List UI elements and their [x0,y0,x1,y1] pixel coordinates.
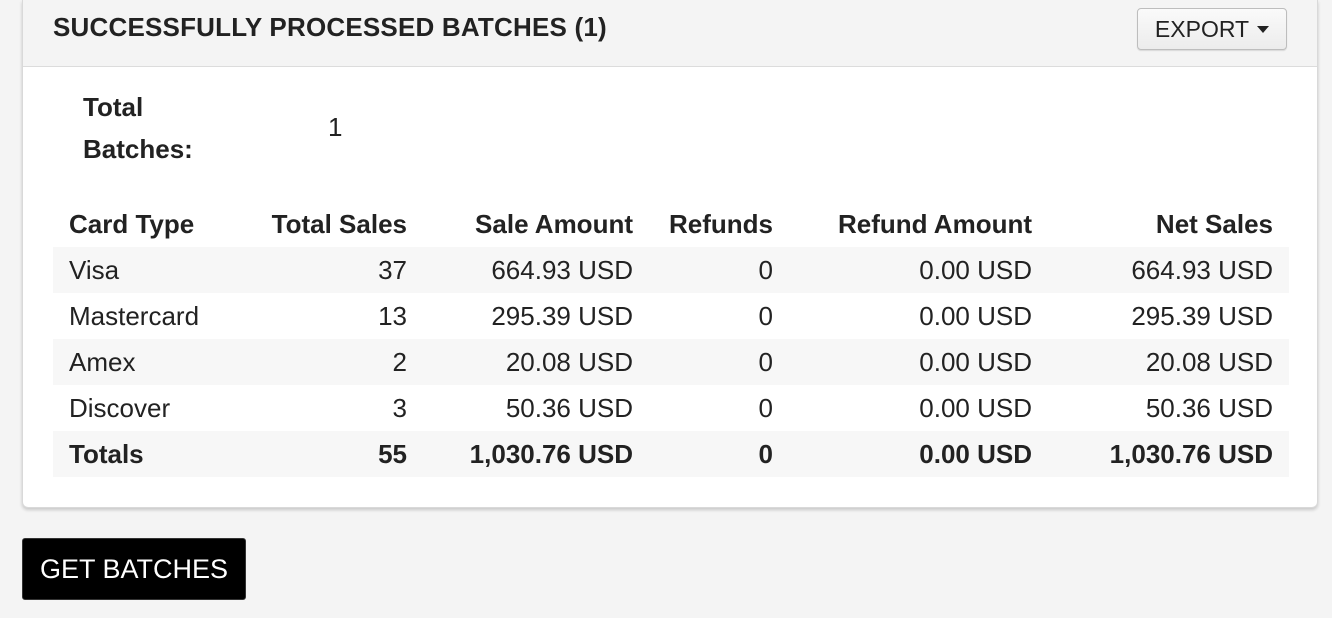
panel-title: SUCCESSFULLY PROCESSED BATCHES (1) [53,12,607,42]
batches-table: Card Type Total Sales Sale Amount Refund… [53,201,1289,477]
panel-header: SUCCESSFULLY PROCESSED BATCHES (1) EXPOR… [23,0,1317,67]
cell-refunds: 0 [758,392,773,423]
cell-refund-amount: 0.00 USD [919,254,1032,285]
cell-card-type: Visa [69,254,120,285]
cell-refund-amount: 0.00 USD [919,392,1032,423]
cell-card-type: Discover [69,392,171,423]
column-header-net-sales: Net Sales [1155,208,1273,239]
cell-card-type: Mastercard [69,300,200,331]
cell-net-sales: 664.93 USD [1131,254,1273,285]
table-header-row: Card Type Total Sales Sale Amount Refund… [53,201,1289,247]
cell-refunds: 0 [758,300,773,331]
cell-refund-amount: 0.00 USD [919,346,1032,377]
caret-down-icon [1257,25,1270,33]
cell-total-sales: 2 [392,346,407,377]
cell-sale-amount: 50.36 USD [505,392,633,423]
cell-total-sales: 37 [378,254,407,285]
processed-batches-panel: SUCCESSFULLY PROCESSED BATCHES (1) EXPOR… [22,0,1318,508]
cell-refunds: 0 [758,254,773,285]
get-batches-button[interactable]: GET BATCHES [22,538,246,600]
cell-refund-amount: 0.00 USD [919,300,1032,331]
totals-row: Totals 55 1,030.76 USD 0 0.00 USD 1,030.… [53,431,1289,477]
column-header-sale-amount: Sale Amount [475,208,633,239]
cell-net-sales: 50.36 USD [1145,392,1273,423]
totals-refund-amount: 0.00 USD [919,438,1032,469]
table-row: Visa 37 664.93 USD 0 0.00 USD 664.93 USD [53,247,1289,293]
column-header-refund-amount: Refund Amount [838,208,1032,239]
cell-sale-amount: 20.08 USD [505,346,633,377]
table-row: Amex 2 20.08 USD 0 0.00 USD 20.08 USD [53,339,1289,385]
total-batches-value: 1 [328,112,343,142]
cell-net-sales: 295.39 USD [1131,300,1273,331]
column-header-refunds: Refunds [669,208,773,239]
totals-sale-amount: 1,030.76 USD [469,438,633,469]
export-button[interactable]: EXPORT [1137,8,1287,50]
totals-total-sales: 55 [378,438,407,469]
cell-total-sales: 13 [378,300,407,331]
cell-sale-amount: 295.39 USD [491,300,633,331]
cell-refunds: 0 [758,346,773,377]
cell-sale-amount: 664.93 USD [491,254,633,285]
table-row: Discover 3 50.36 USD 0 0.00 USD 50.36 US… [53,385,1289,431]
cell-total-sales: 3 [392,392,407,423]
cell-card-type: Amex [69,346,136,377]
totals-refunds: 0 [758,438,773,469]
totals-label: Totals [69,438,144,469]
table-row: Mastercard 13 295.39 USD 0 0.00 USD 295.… [53,293,1289,339]
total-batches-label: Total Batches: [83,92,193,164]
cell-net-sales: 20.08 USD [1145,346,1273,377]
totals-net-sales: 1,030.76 USD [1109,438,1273,469]
column-header-total-sales: Total Sales [271,208,407,239]
export-button-label: EXPORT [1154,15,1250,42]
column-header-card-type: Card Type [69,208,195,239]
